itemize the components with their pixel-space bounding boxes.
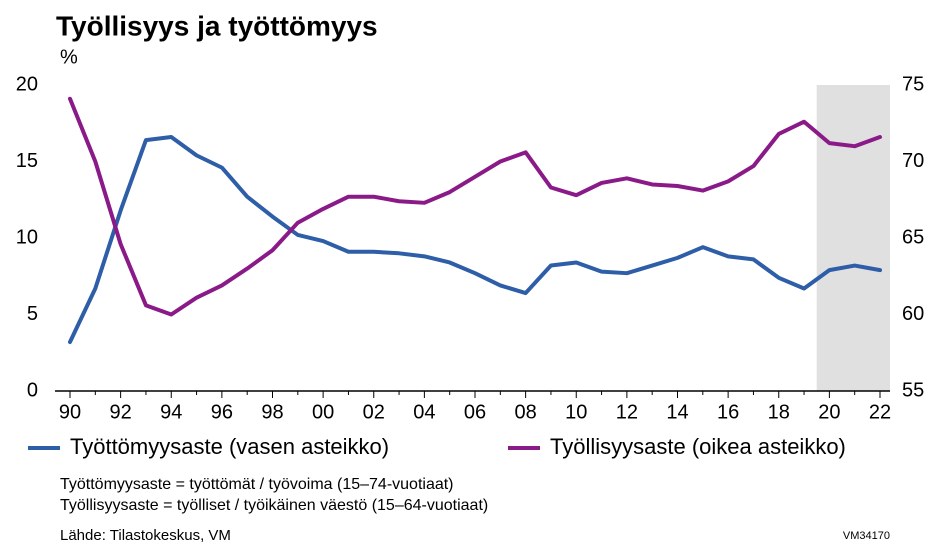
y-axis-label: %: [60, 46, 78, 68]
note: Työllisyysaste = työlliset / työikäinen …: [60, 497, 488, 514]
legend-label: Työllisyysaste (oikea asteikko): [550, 434, 846, 459]
note: Työttömyysaste = työttömät / työvoima (1…: [60, 476, 454, 493]
x-tick-label: 94: [160, 401, 182, 423]
y2-tick-label: 70: [902, 150, 924, 172]
shaded-period: [816, 85, 890, 391]
chart-title: Työllisyys ja työttömyys: [56, 10, 378, 41]
x-tick-label: 12: [616, 401, 638, 423]
x-tick-label: 02: [363, 401, 385, 423]
x-tick-label: 08: [515, 401, 537, 423]
y2-tick-label: 60: [902, 303, 924, 325]
y2-tick-label: 75: [902, 73, 924, 95]
x-tick-label: 92: [110, 401, 132, 423]
legend-label: Työttömyysaste (vasen asteikko): [70, 434, 389, 459]
x-tick-label: 90: [59, 401, 81, 423]
x-tick-label: 18: [768, 401, 790, 423]
data-line: [68, 135, 882, 345]
x-tick-label: 96: [211, 401, 233, 423]
x-tick-label: 16: [717, 401, 739, 423]
y-tick-label: 10: [16, 226, 38, 248]
y-tick-label: 0: [27, 379, 38, 401]
x-tick-label: 14: [666, 401, 688, 423]
y-tick-label: 5: [27, 303, 38, 325]
x-tick-label: 04: [413, 401, 435, 423]
y-tick-label: 20: [16, 73, 38, 95]
x-tick-label: 22: [869, 401, 891, 423]
x-tick-label: 00: [312, 401, 334, 423]
x-tick-label: 10: [565, 401, 587, 423]
y2-tick-label: 65: [902, 226, 924, 248]
chart-code: VM34170: [843, 530, 890, 542]
y2-tick-label: 55: [902, 379, 924, 401]
x-tick-label: 20: [818, 401, 840, 423]
data-line: [68, 96, 882, 317]
y-tick-label: 15: [16, 150, 38, 172]
x-tick-label: 06: [464, 401, 486, 423]
x-tick-label: 98: [261, 401, 283, 423]
source: Lähde: Tilastokeskus, VM: [60, 527, 231, 543]
